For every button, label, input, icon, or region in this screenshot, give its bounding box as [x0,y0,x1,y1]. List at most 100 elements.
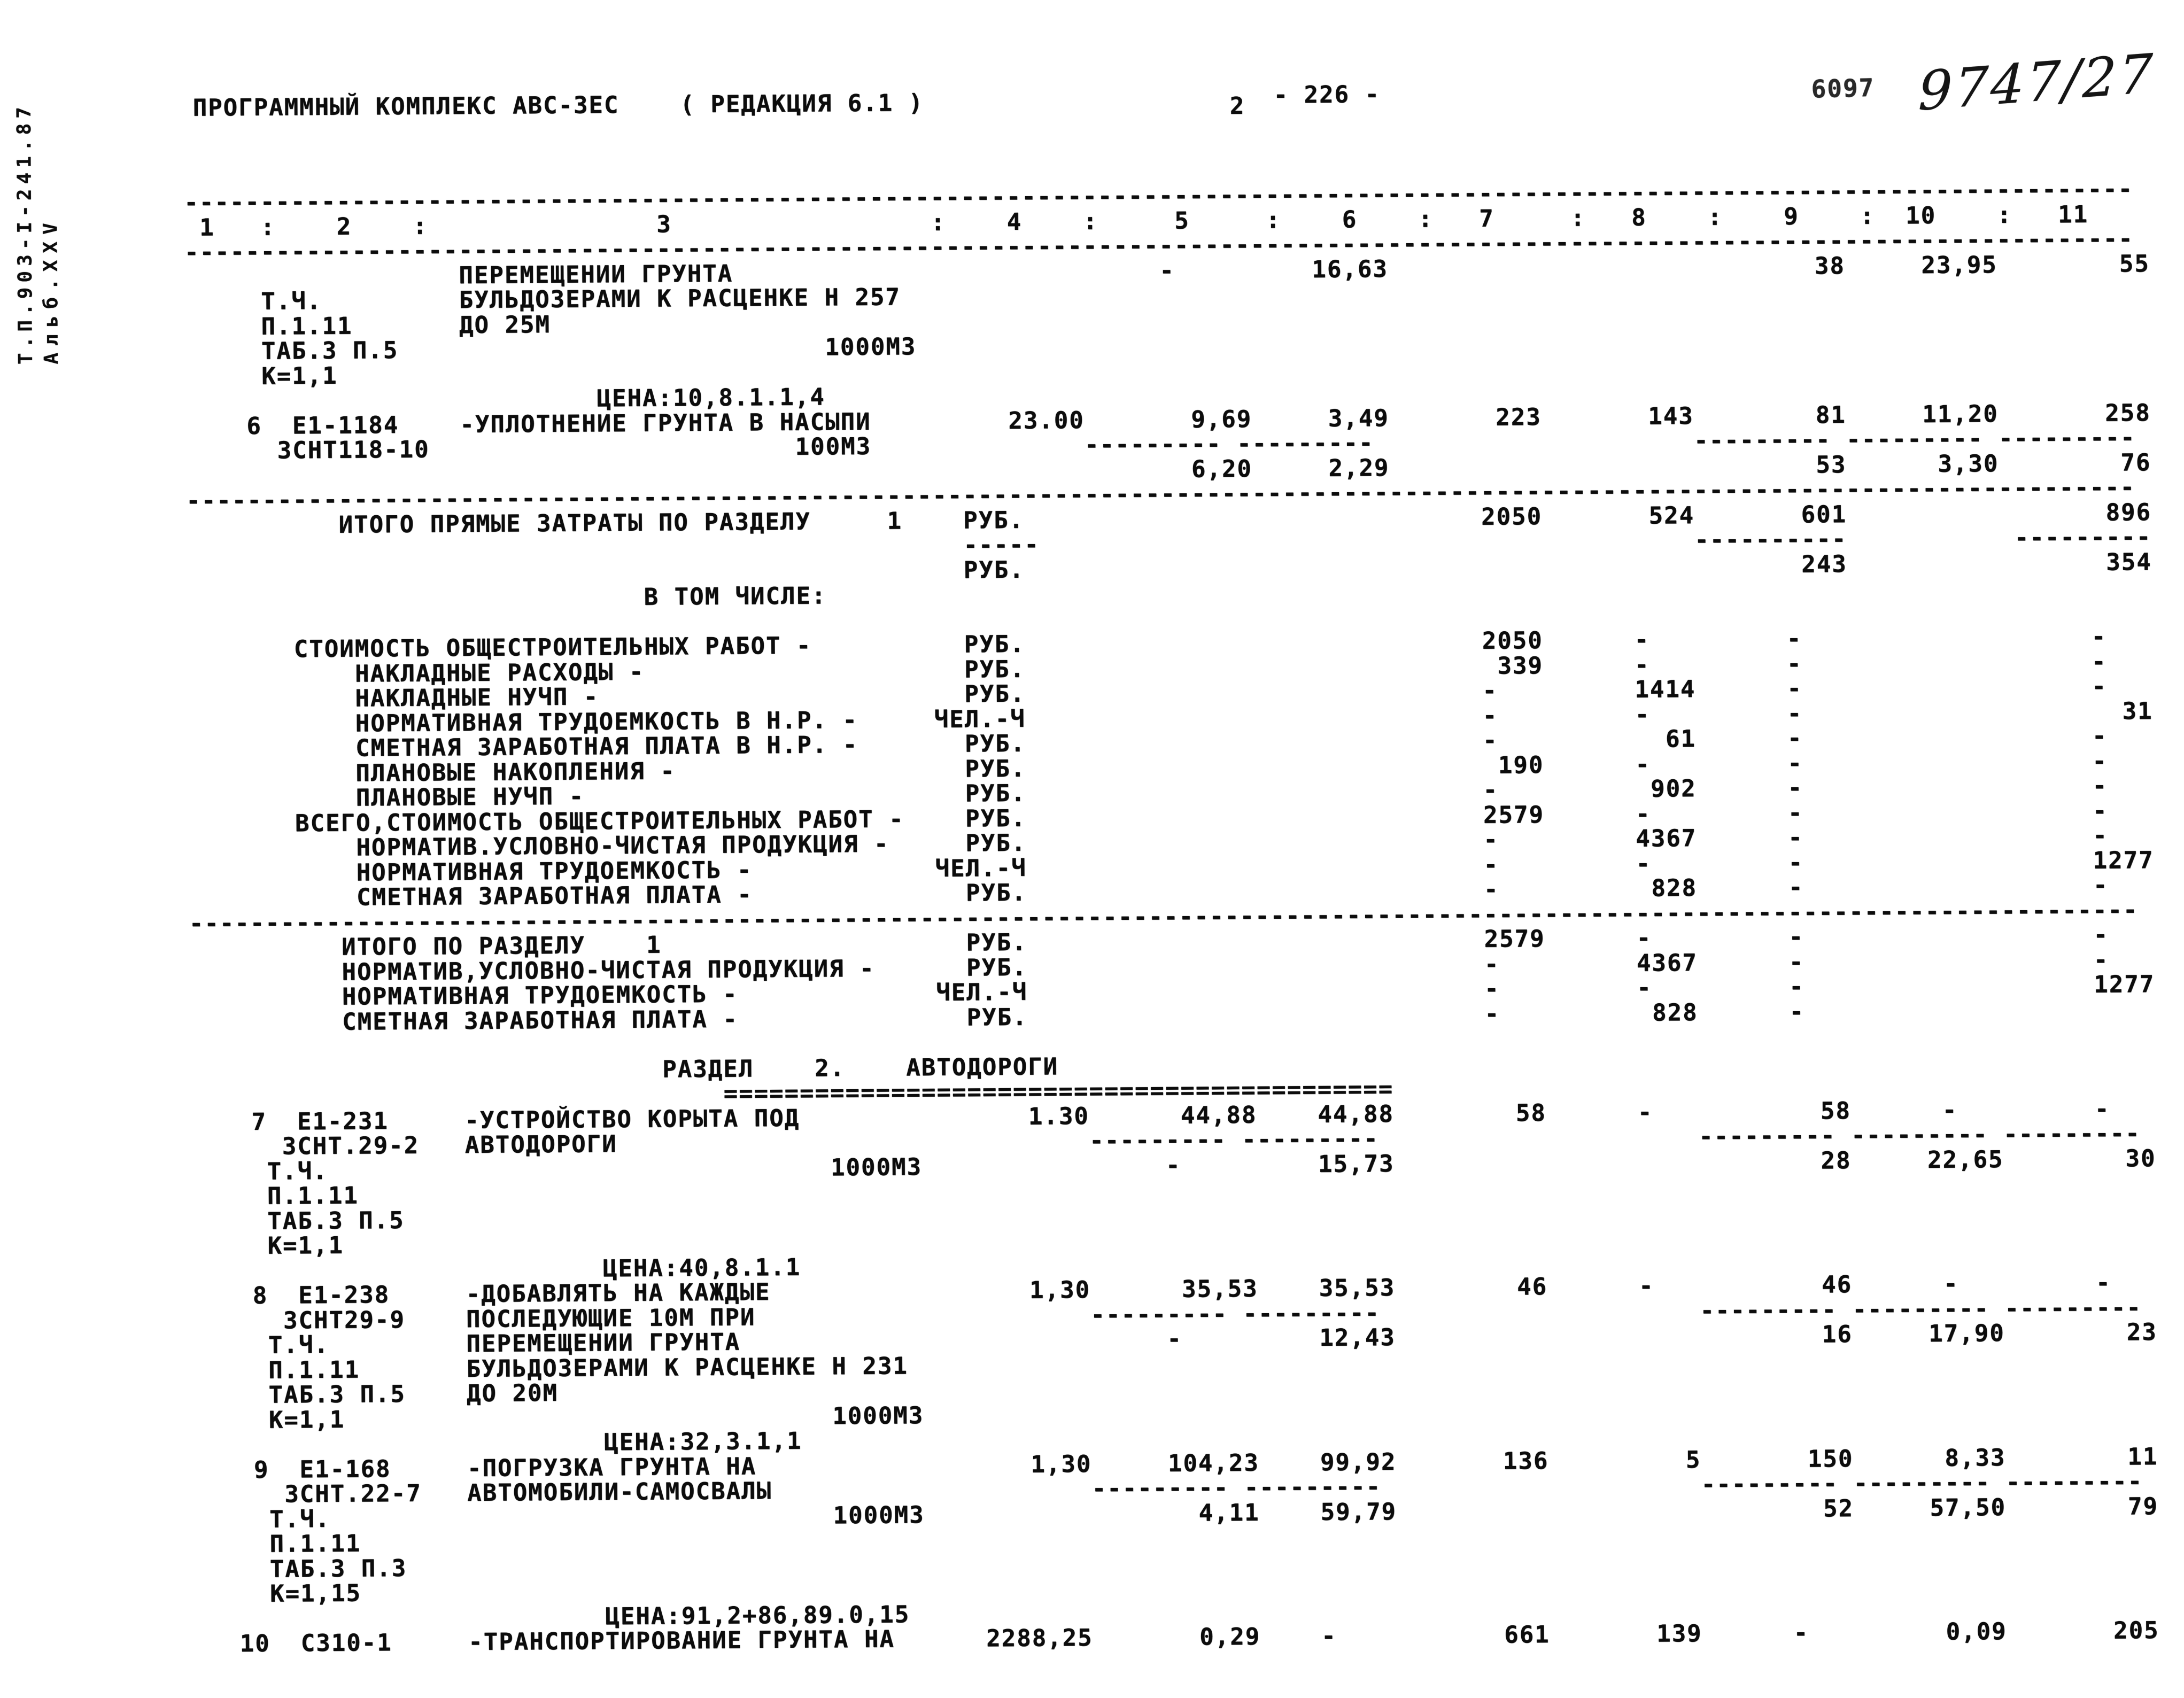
text-segment: 2050 [1481,502,1543,531]
text-segment: 76 [2120,448,2151,477]
text-segment: --------- [1851,1121,1988,1150]
text-segment: - [2092,797,2108,825]
text-segment: : [1707,203,1723,231]
text-segment: 6 [1342,206,1358,234]
text-segment: 46 [1517,1273,1548,1301]
text-segment: 136 [1503,1447,1549,1475]
text-segment: - [1786,650,1802,678]
text-segment: - [1635,800,1651,828]
text-segment: 100М3 [795,432,872,461]
handwritten-inventory-number: 9747/27 [1917,42,2156,123]
text-segment: АВТОДОРОГИ [464,1130,617,1159]
text-segment: 1,30 [1031,1450,1092,1478]
text-segment: 1,30 [1029,1276,1091,1304]
text-segment: 601 [1801,500,1847,529]
text-segment: - [1482,726,1498,754]
text-segment: --------- [1699,1122,1836,1151]
text-segment: - [1787,749,1803,777]
text-segment: : [1860,202,1876,230]
document-code: 6097 [1810,73,1875,104]
text-segment: - [2091,623,2107,650]
text-segment: 4367 [1636,825,1697,852]
text-segment: - [1943,1270,1959,1298]
text-segment: НАКЛАДНЫЕ НУЧП - [355,683,599,712]
text-segment: : [1997,201,2012,229]
text-segment: : [413,212,428,240]
text-segment: --------- [1089,1126,1227,1155]
text-segment: 1000М3 [830,1153,923,1181]
text-segment: 11 [2058,200,2089,228]
text-segment: 1000М3 [833,1501,925,1529]
text-segment: - [1639,1272,1654,1300]
text-segment: 11 [2127,1443,2158,1471]
text-segment: СТОИМОСТЬ ОБЩЕСТРОИТЕЛЬНЫХ РАБОТ - [293,632,812,663]
text-segment: 9,69 [1191,405,1252,433]
text-segment: 31 [2122,697,2153,725]
text-segment: - [2093,821,2108,849]
text-segment: ЦЕНА:91,2+86,89.0,15 [605,1600,910,1630]
sheet-number: 2 [1229,92,1245,120]
text-segment: - [1788,923,1804,951]
text-segment: --------- [1244,1473,1382,1502]
text-segment: - [1786,625,1802,653]
text-segment: РУБ. [966,1003,1028,1032]
text-segment: : [260,213,276,241]
text-segment: РУБ. [965,755,1026,783]
text-segment: БУЛЬДОЗЕРАМИ К РАСЦЕНКЕ Н 231 [466,1352,909,1383]
text-segment: - [2094,1095,2110,1123]
text-segment: 1000М3 [832,1401,924,1430]
text-segment: 23 [2126,1319,2157,1346]
text-segment: ПЕРЕМЕЩЕНИИ ГРУНТА [459,260,733,289]
text-segment: П.1.11 [267,1182,359,1210]
text-segment: 23.00 [1008,406,1085,435]
text-segment: ИТОГО ПО РАЗДЕЛУ [342,932,586,961]
text-segment: 8 [252,1282,268,1309]
text-segment: --------- [1701,1470,1839,1499]
text-segment: - [1789,998,1805,1026]
text-segment: РУБ. [964,630,1025,658]
text-segment: - [1484,950,1500,978]
text-segment: В ТОМ ЧИСЛЕ: [644,582,827,611]
text-segment: - [1789,973,1804,1001]
text-segment: 354 [2106,548,2152,576]
text-segment: СМЕТНАЯ ЗАРАБОТНАЯ ПЛАТА - [356,881,753,911]
text-segment: 52 [1823,1494,1854,1522]
text-segment: - [1787,774,1803,802]
text-segment: Е1-238 [298,1281,390,1309]
text-segment: 1 [887,507,903,535]
text-segment: - [1159,257,1175,284]
text-segment: 7 [251,1108,267,1136]
text-segment: 44,88 [1318,1100,1395,1128]
text-segment: - [1636,850,1652,878]
text-segment: 35,53 [1319,1274,1396,1302]
text-segment: --------- [1852,1294,1990,1323]
text-segment: 9 [1784,203,1799,230]
text-segment: - [1634,651,1650,679]
text-segment: 2 [336,213,352,241]
text-segment: 3,49 [1328,404,1389,432]
text-segment: 57,50 [1930,1493,2007,1522]
text-segment: --------- [1693,426,1831,455]
text-segment: : [1083,207,1098,235]
text-segment: ПЛАНОВЫЕ НАКОПЛЕНИЯ - [355,757,676,787]
text-segment: --------- [1236,429,1374,458]
text-segment: РУБ. [965,779,1026,808]
text-segment: 6,20 [1191,455,1253,483]
text-segment: 5 [1174,207,1190,235]
text-segment: 16,63 [1312,255,1389,283]
text-segment: : [1266,206,1281,234]
text-segment: 1.30 [1028,1102,1090,1130]
text-segment: 139 [1656,1620,1702,1648]
text-segment: 28 [1821,1146,1852,1174]
text-segment: Е1-1184 [292,411,399,439]
text-segment: АВТОМОБИЛИ-САМОСВАЛЫ [467,1477,772,1507]
text-segment: СМЕТНАЯ ЗАРАБОТНАЯ ПЛАТА - [342,1005,739,1036]
text-segment: - [1637,974,1652,1002]
text-segment: К=1,1 [268,1406,345,1434]
text-segment: ЧЕЛ.-Ч [934,705,1026,733]
text-segment: - [1788,873,1804,901]
text-segment: 8 [1631,204,1647,231]
text-segment: - [1636,924,1652,952]
text-segment: 16 [1822,1321,1853,1348]
text-segment: - [1787,799,1803,827]
